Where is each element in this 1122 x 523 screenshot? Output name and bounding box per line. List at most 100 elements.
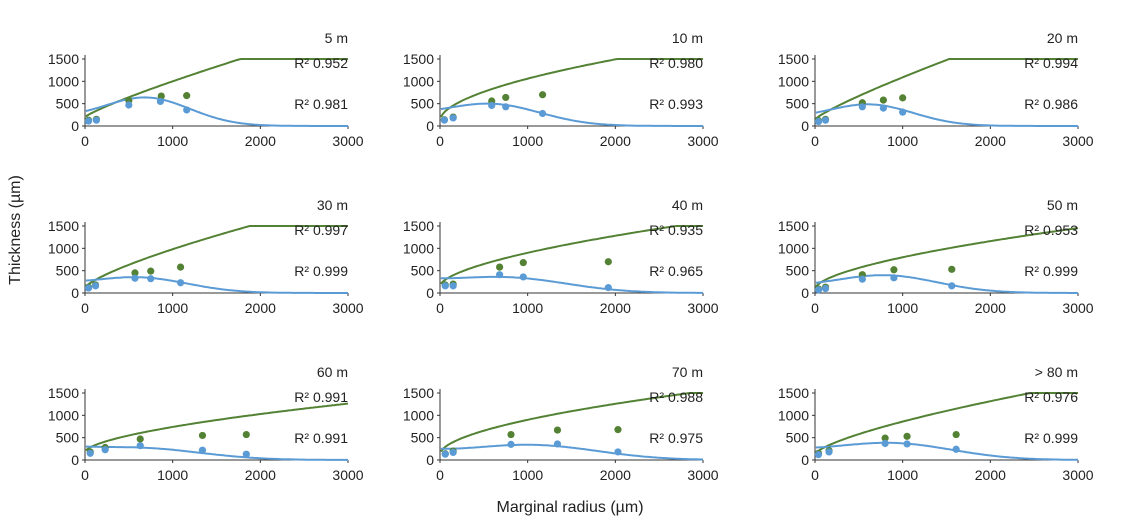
upper-data-point [136, 435, 144, 443]
y-tick-label: 0 [426, 452, 434, 468]
lower-data-point [125, 101, 133, 109]
y-tick-label: 0 [71, 452, 79, 468]
y-tick-label: 500 [56, 263, 80, 279]
lower-data-point [507, 440, 515, 448]
x-tick-label: 2000 [600, 467, 631, 483]
x-tick-label: 3000 [687, 467, 718, 483]
upper-fit-curve [815, 58, 1078, 120]
x-tick-label: 0 [811, 133, 819, 149]
x-tick-label: 1000 [157, 133, 188, 149]
r-squared-lower: R² 0.999 [294, 263, 348, 279]
lower-data-point [242, 450, 250, 458]
lower-data-point [136, 442, 144, 450]
y-tick-label: 1000 [48, 407, 79, 423]
x-tick-label: 1000 [512, 467, 543, 483]
y-tick-label: 1500 [48, 218, 79, 234]
r-squared-lower: R² 0.986 [1024, 96, 1078, 112]
x-tick-label: 2000 [600, 133, 631, 149]
lower-data-point [441, 282, 449, 290]
upper-fit-curve [440, 225, 703, 285]
y-tick-label: 500 [786, 96, 810, 112]
lower-data-point [814, 451, 823, 459]
x-tick-label: 3000 [332, 300, 363, 316]
lower-data-point [441, 450, 449, 458]
panel-4: 0 500 1000 1500 0 1000 2000 3000 30 m R² 0.997 R² … [48, 197, 364, 316]
r-squared-lower: R² 0.999 [1024, 430, 1078, 446]
r-squared-lower: R² 0.981 [294, 96, 348, 112]
r-squared-lower: R² 0.993 [649, 96, 703, 112]
x-tick-label: 2000 [975, 300, 1006, 316]
y-tick-label: 500 [411, 430, 435, 446]
y-tick-label: 500 [56, 430, 80, 446]
y-tick-label: 0 [71, 118, 79, 134]
upper-data-point [507, 430, 515, 439]
panel-depth-label: 70 m [672, 364, 703, 380]
lower-fit-curve [815, 441, 1078, 461]
lower-data-point [84, 117, 93, 125]
x-tick-label: 0 [81, 133, 89, 149]
x-tick-label: 0 [436, 133, 444, 149]
lower-fit-curve [440, 443, 704, 461]
r-squared-upper: R² 0.952 [294, 55, 348, 71]
panel-7: 0 500 1000 1500 0 1000 2000 3000 60 m R² 0.991 R² … [48, 364, 364, 483]
lower-data-point [183, 106, 191, 114]
panel-depth-label: 5 m [325, 30, 348, 46]
x-tick-label: 0 [81, 300, 89, 316]
upper-fit-curve [440, 392, 703, 453]
panel-depth-label: 30 m [317, 197, 348, 213]
upper-fit-curve [85, 402, 349, 452]
x-tick-label: 1000 [157, 467, 188, 483]
x-tick-label: 2000 [245, 467, 276, 483]
panel-depth-label: 40 m [672, 197, 703, 213]
x-tick-label: 0 [436, 467, 444, 483]
panel-depth-label: 20 m [1047, 30, 1078, 46]
y-tick-label: 1000 [48, 240, 79, 256]
upper-data-point [183, 92, 191, 100]
y-tick-label: 1000 [778, 73, 809, 89]
y-tick-label: 1500 [403, 51, 434, 67]
x-tick-label: 1000 [887, 467, 918, 483]
panel-3: 0 500 1000 1500 0 1000 2000 3000 20 m R² 0.994 R² … [778, 30, 1094, 149]
panel-depth-label: 10 m [672, 30, 703, 46]
upper-data-point [147, 267, 155, 275]
lower-fit-curve [85, 276, 348, 294]
upper-data-point [903, 432, 911, 440]
upper-data-point [604, 258, 612, 266]
y-tick-label: 1000 [48, 73, 79, 89]
upper-data-point [881, 434, 889, 442]
upper-data-point [519, 259, 527, 267]
panel-depth-label: > 80 m [1035, 364, 1078, 380]
upper-data-point [242, 430, 250, 439]
x-tick-label: 2000 [975, 133, 1006, 149]
lower-data-point [502, 103, 510, 111]
r-squared-upper: R² 0.994 [1024, 55, 1078, 71]
upper-data-point [948, 265, 956, 273]
r-squared-upper: R² 0.935 [649, 222, 703, 238]
x-tick-label: 3000 [687, 133, 718, 149]
lower-data-point [821, 284, 830, 293]
upper-data-point [198, 431, 207, 440]
upper-fit-curve [440, 58, 703, 118]
x-tick-label: 3000 [332, 133, 363, 149]
r-squared-upper: R² 0.980 [649, 55, 703, 71]
r-squared-upper: R² 0.976 [1024, 389, 1078, 405]
r-squared-lower: R² 0.965 [649, 263, 703, 279]
y-tick-label: 500 [786, 263, 810, 279]
lower-data-point [614, 448, 622, 456]
upper-data-point [952, 430, 960, 439]
lower-data-point [91, 282, 100, 290]
r-squared-lower: R² 0.999 [1024, 263, 1078, 279]
lower-data-point [825, 448, 833, 456]
x-tick-label: 1000 [887, 133, 918, 149]
upper-data-point [157, 92, 165, 100]
lower-data-point [86, 449, 94, 457]
y-tick-label: 0 [426, 118, 434, 134]
lower-data-point [176, 279, 185, 287]
x-tick-label: 3000 [1062, 133, 1093, 149]
lower-data-point [814, 286, 823, 294]
lower-data-point [814, 117, 823, 126]
x-tick-label: 3000 [332, 467, 363, 483]
y-tick-label: 0 [801, 118, 809, 134]
lower-data-point [198, 446, 207, 454]
